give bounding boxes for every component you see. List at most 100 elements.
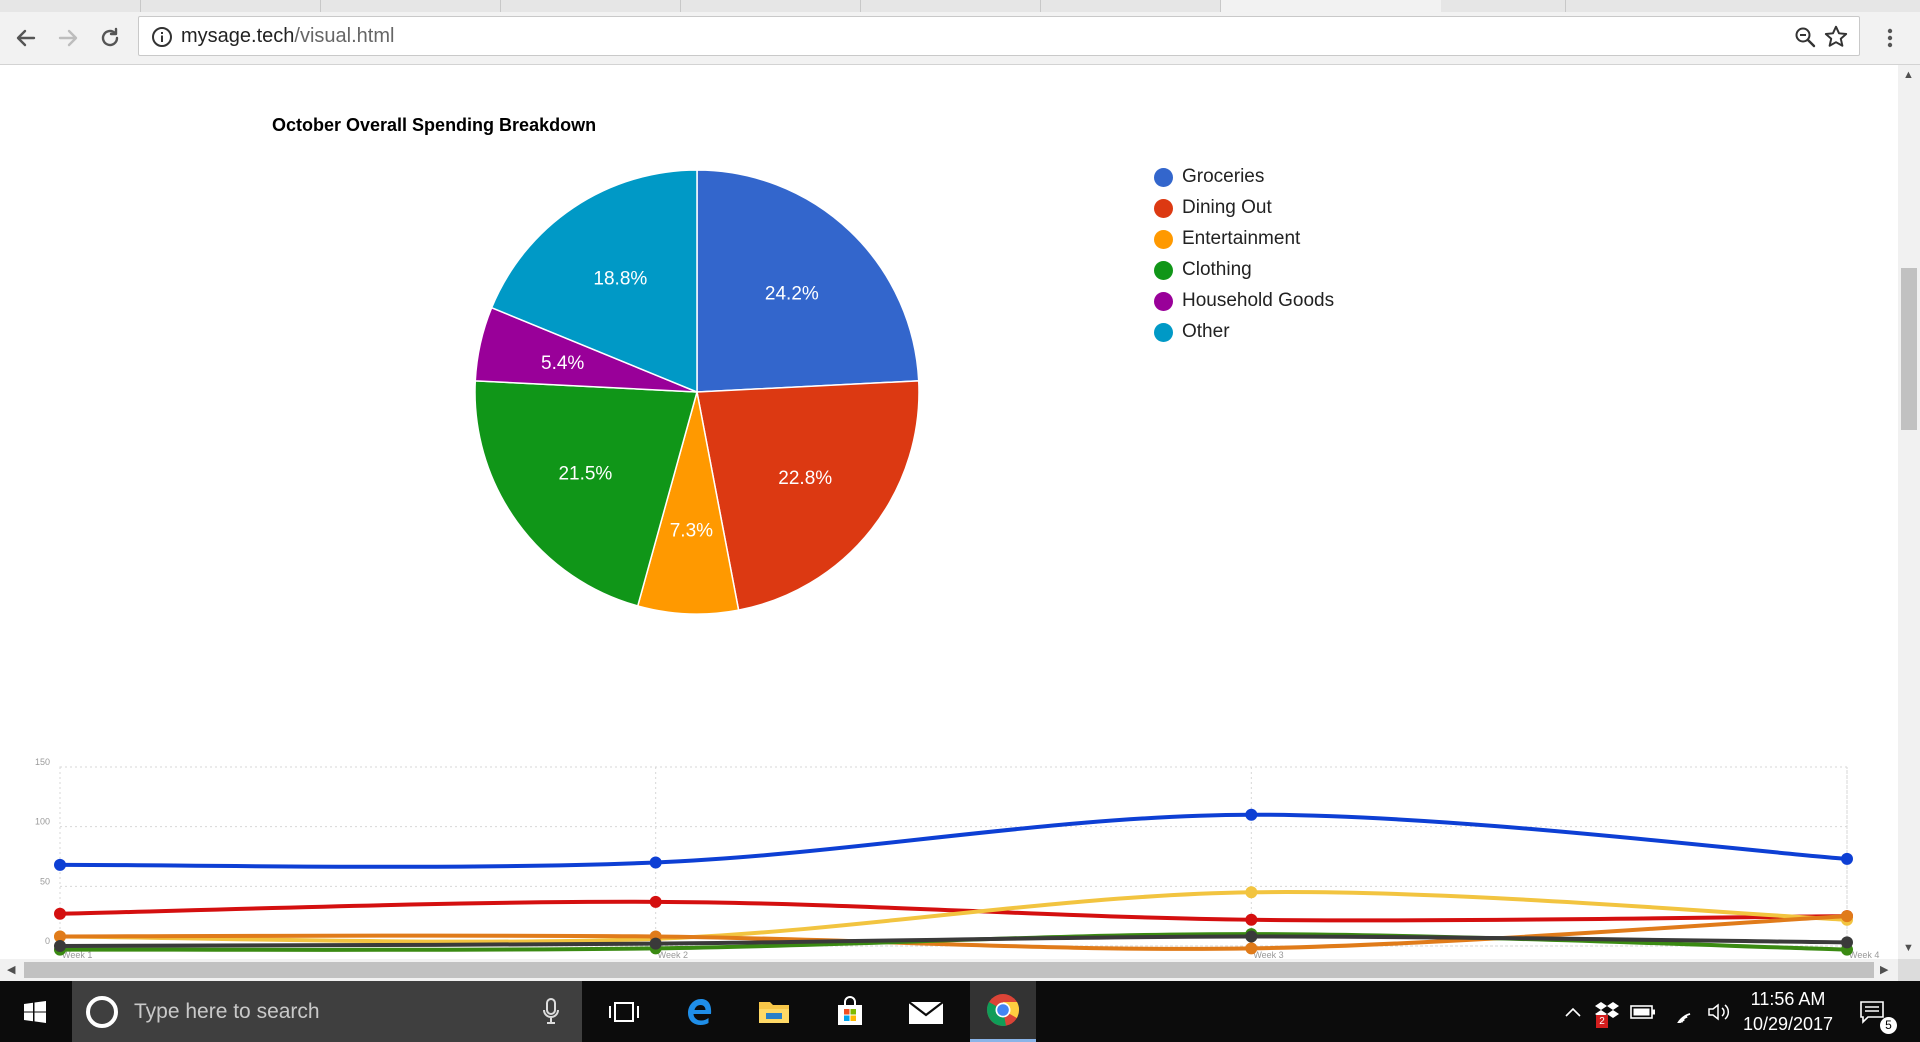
series-line	[59, 890, 1848, 944]
taskbar-chrome[interactable]	[970, 981, 1036, 1042]
data-point[interactable]	[1245, 808, 1258, 821]
taskbar-edge[interactable]	[672, 981, 728, 1042]
folder-icon	[759, 1001, 789, 1023]
scroll-right-icon[interactable]: ▶	[1880, 964, 1889, 976]
legend-item-dining-out[interactable]: Dining Out	[1154, 196, 1272, 220]
forward-button[interactable]	[50, 20, 86, 56]
taskbar-mail[interactable]	[898, 981, 954, 1042]
data-point[interactable]	[649, 895, 662, 908]
browser-tab[interactable]	[500, 0, 681, 12]
zoom-icon[interactable]	[1793, 25, 1817, 54]
weekly-line-chart[interactable]: 150 100 50 0 Week 1 Week 2 Week 3 Week 4	[20, 745, 1900, 985]
spending-pie-chart[interactable]: 24.2% 22.8% 7.3% 21.5% 5.4% 18.8%	[450, 160, 950, 620]
tray-wifi[interactable]	[1668, 981, 1698, 1042]
taskbar-store[interactable]	[822, 981, 878, 1042]
scrollbar-corner	[1898, 959, 1920, 981]
browser-tab[interactable]	[860, 0, 1041, 12]
address-bar[interactable]: mysage.tech/visual.html	[138, 16, 1860, 56]
data-point[interactable]	[649, 937, 662, 950]
data-point[interactable]	[1245, 886, 1258, 899]
data-point[interactable]	[54, 930, 66, 943]
pie-slice-dining-out[interactable]	[696, 380, 920, 611]
series-line	[59, 812, 1848, 869]
microphone-icon[interactable]	[542, 997, 560, 1030]
data-point[interactable]	[1841, 910, 1853, 923]
x-tick-label: Week 2	[658, 950, 688, 960]
tray-volume[interactable]	[1704, 981, 1734, 1042]
back-arrow-icon	[16, 29, 36, 47]
pie-slice-clothing[interactable]	[474, 380, 698, 607]
bookmark-star-icon[interactable]	[1823, 24, 1849, 55]
vertical-scrollbar[interactable]: ▲ ▼	[1898, 65, 1920, 959]
dropbox-icon	[1595, 1001, 1619, 1018]
tray-dropbox[interactable]: 2	[1594, 981, 1620, 1042]
back-button[interactable]	[8, 20, 44, 56]
url-host: mysage.tech	[181, 25, 295, 47]
scroll-down-icon[interactable]: ▼	[1903, 942, 1914, 954]
browser-tab[interactable]	[140, 0, 321, 12]
show-hidden-icons-button[interactable]	[1562, 981, 1584, 1042]
data-point[interactable]	[54, 858, 66, 871]
action-center-button[interactable]	[1852, 981, 1892, 1042]
clock-time: 11:56 AM	[1750, 989, 1826, 1009]
scroll-left-icon[interactable]: ◀	[7, 964, 16, 976]
new-tab-button[interactable]	[1565, 0, 1726, 12]
data-point[interactable]	[1245, 930, 1258, 943]
legend-swatch	[1154, 167, 1173, 187]
clock-date: 10/29/2017	[1742, 1014, 1834, 1034]
legend-label: Household Goods	[1182, 290, 1335, 311]
data-point[interactable]	[1841, 852, 1853, 865]
taskbar-file-explorer[interactable]	[746, 981, 802, 1042]
windows-taskbar: Type here to search	[0, 981, 1920, 1042]
legend-item-entertainment[interactable]: Entertainment	[1154, 227, 1300, 251]
browser-tab-active[interactable]	[1220, 0, 1441, 12]
data-point[interactable]	[54, 907, 66, 920]
task-view-icon	[609, 1001, 639, 1022]
browser-tab[interactable]	[680, 0, 861, 12]
data-point[interactable]	[1841, 936, 1853, 949]
mail-envelope-icon	[908, 1000, 944, 1024]
data-point[interactable]	[1245, 913, 1258, 926]
legend-item-other[interactable]: Other	[1154, 320, 1230, 344]
legend-label: Dining Out	[1182, 197, 1272, 218]
forward-arrow-icon	[58, 29, 78, 47]
data-point[interactable]	[649, 856, 662, 869]
search-placeholder: Type here to search	[134, 999, 320, 1023]
url-text[interactable]: mysage.tech/visual.html	[181, 25, 394, 48]
legend-swatch	[1154, 260, 1173, 280]
tray-clock[interactable]: 11:56 AM 10/29/2017	[1738, 987, 1838, 1037]
legend-swatch	[1154, 291, 1173, 311]
tray-battery[interactable]	[1628, 981, 1658, 1042]
scroll-up-icon[interactable]: ▲	[1903, 69, 1914, 81]
pie-slice-groceries[interactable]	[696, 169, 920, 393]
browser-toolbar: mysage.tech/visual.html	[0, 12, 1920, 65]
chevron-up-icon	[1565, 1007, 1581, 1017]
pie-slice-other[interactable]	[490, 169, 698, 394]
browser-tab[interactable]	[320, 0, 501, 12]
horizontal-scrollbar[interactable]: ◀ ▶	[0, 959, 1898, 981]
page-viewport: October Overall Spending Breakdown 24.2%…	[0, 65, 1898, 960]
pie-slice-label: 18.8%	[593, 269, 647, 290]
data-point[interactable]	[54, 940, 66, 952]
dropbox-badge: 2	[1596, 1015, 1608, 1028]
browser-menu-button[interactable]	[1876, 20, 1904, 56]
x-tick-label: Week 3	[1253, 950, 1283, 960]
legend-item-clothing[interactable]: Clothing	[1154, 258, 1252, 282]
y-tick-label: 50	[40, 876, 50, 886]
task-view-button[interactable]	[598, 981, 650, 1042]
taskbar-search-box[interactable]: Type here to search	[72, 981, 582, 1042]
data-point[interactable]	[1245, 942, 1258, 955]
legend-label: Other	[1182, 321, 1230, 342]
horizontal-scroll-thumb[interactable]	[24, 962, 1874, 978]
series-line	[59, 914, 1848, 951]
y-tick-label: 100	[35, 817, 50, 827]
reload-button[interactable]	[92, 20, 128, 56]
notification-icon	[1860, 1000, 1884, 1024]
browser-tab[interactable]	[1040, 0, 1221, 12]
legend-item-household-goods[interactable]: Household Goods	[1154, 289, 1334, 313]
pie-slice-entertainment[interactable]	[636, 391, 740, 615]
vertical-scroll-thumb[interactable]	[1901, 268, 1917, 430]
site-info-icon[interactable]	[151, 26, 173, 53]
legend-item-groceries[interactable]: Groceries	[1154, 165, 1264, 189]
start-button[interactable]	[0, 981, 70, 1042]
